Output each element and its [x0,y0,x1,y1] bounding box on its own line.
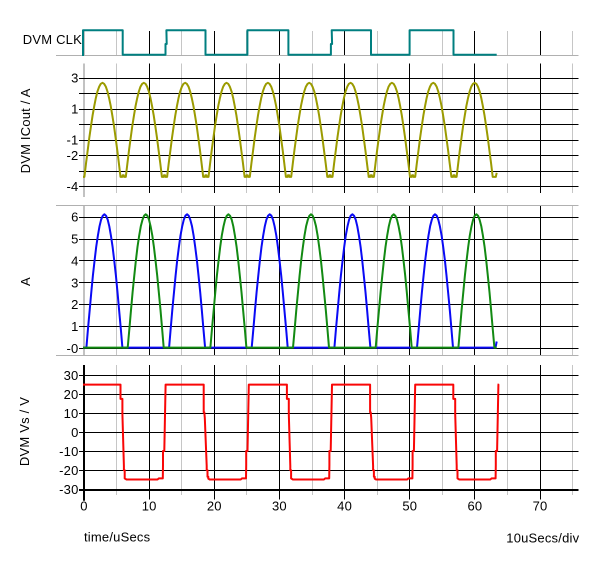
svg-text:-1: -1 [67,133,79,148]
svg-text:DVM CLK: DVM CLK [23,32,82,47]
svg-text:A: A [18,277,33,286]
svg-text:70: 70 [533,499,548,514]
svg-text:10: 10 [142,499,157,514]
svg-text:time/uSecs: time/uSecs [84,530,151,545]
svg-text:20: 20 [207,499,222,514]
svg-text:-4: -4 [67,179,79,194]
svg-text:40: 40 [337,499,352,514]
svg-text:3: 3 [71,71,78,86]
svg-text:30: 30 [272,499,287,514]
svg-text:30: 30 [64,368,79,383]
svg-text:0: 0 [80,499,87,514]
svg-text:1: 1 [71,102,78,117]
svg-text:-2: -2 [67,148,79,163]
svg-text:-20: -20 [59,463,78,478]
svg-text:DVM ICout / A: DVM ICout / A [18,88,33,173]
svg-text:3: 3 [71,275,78,290]
svg-text:60: 60 [467,499,482,514]
svg-text:10: 10 [64,406,79,421]
svg-text:-10: -10 [59,444,78,459]
svg-text:0: 0 [71,425,78,440]
svg-text:5: 5 [71,231,78,246]
svg-text:4: 4 [71,253,78,268]
svg-text:20: 20 [64,387,79,402]
svg-text:2: 2 [71,297,78,312]
svg-text:50: 50 [402,499,417,514]
svg-text:-30: -30 [59,482,78,497]
svg-text:DVM Vs / V: DVM Vs / V [17,397,32,466]
svg-text:10uSecs/div: 10uSecs/div [506,531,579,546]
svg-text:6: 6 [71,210,78,225]
svg-text:1: 1 [71,319,78,334]
svg-text:-0: -0 [67,341,79,356]
